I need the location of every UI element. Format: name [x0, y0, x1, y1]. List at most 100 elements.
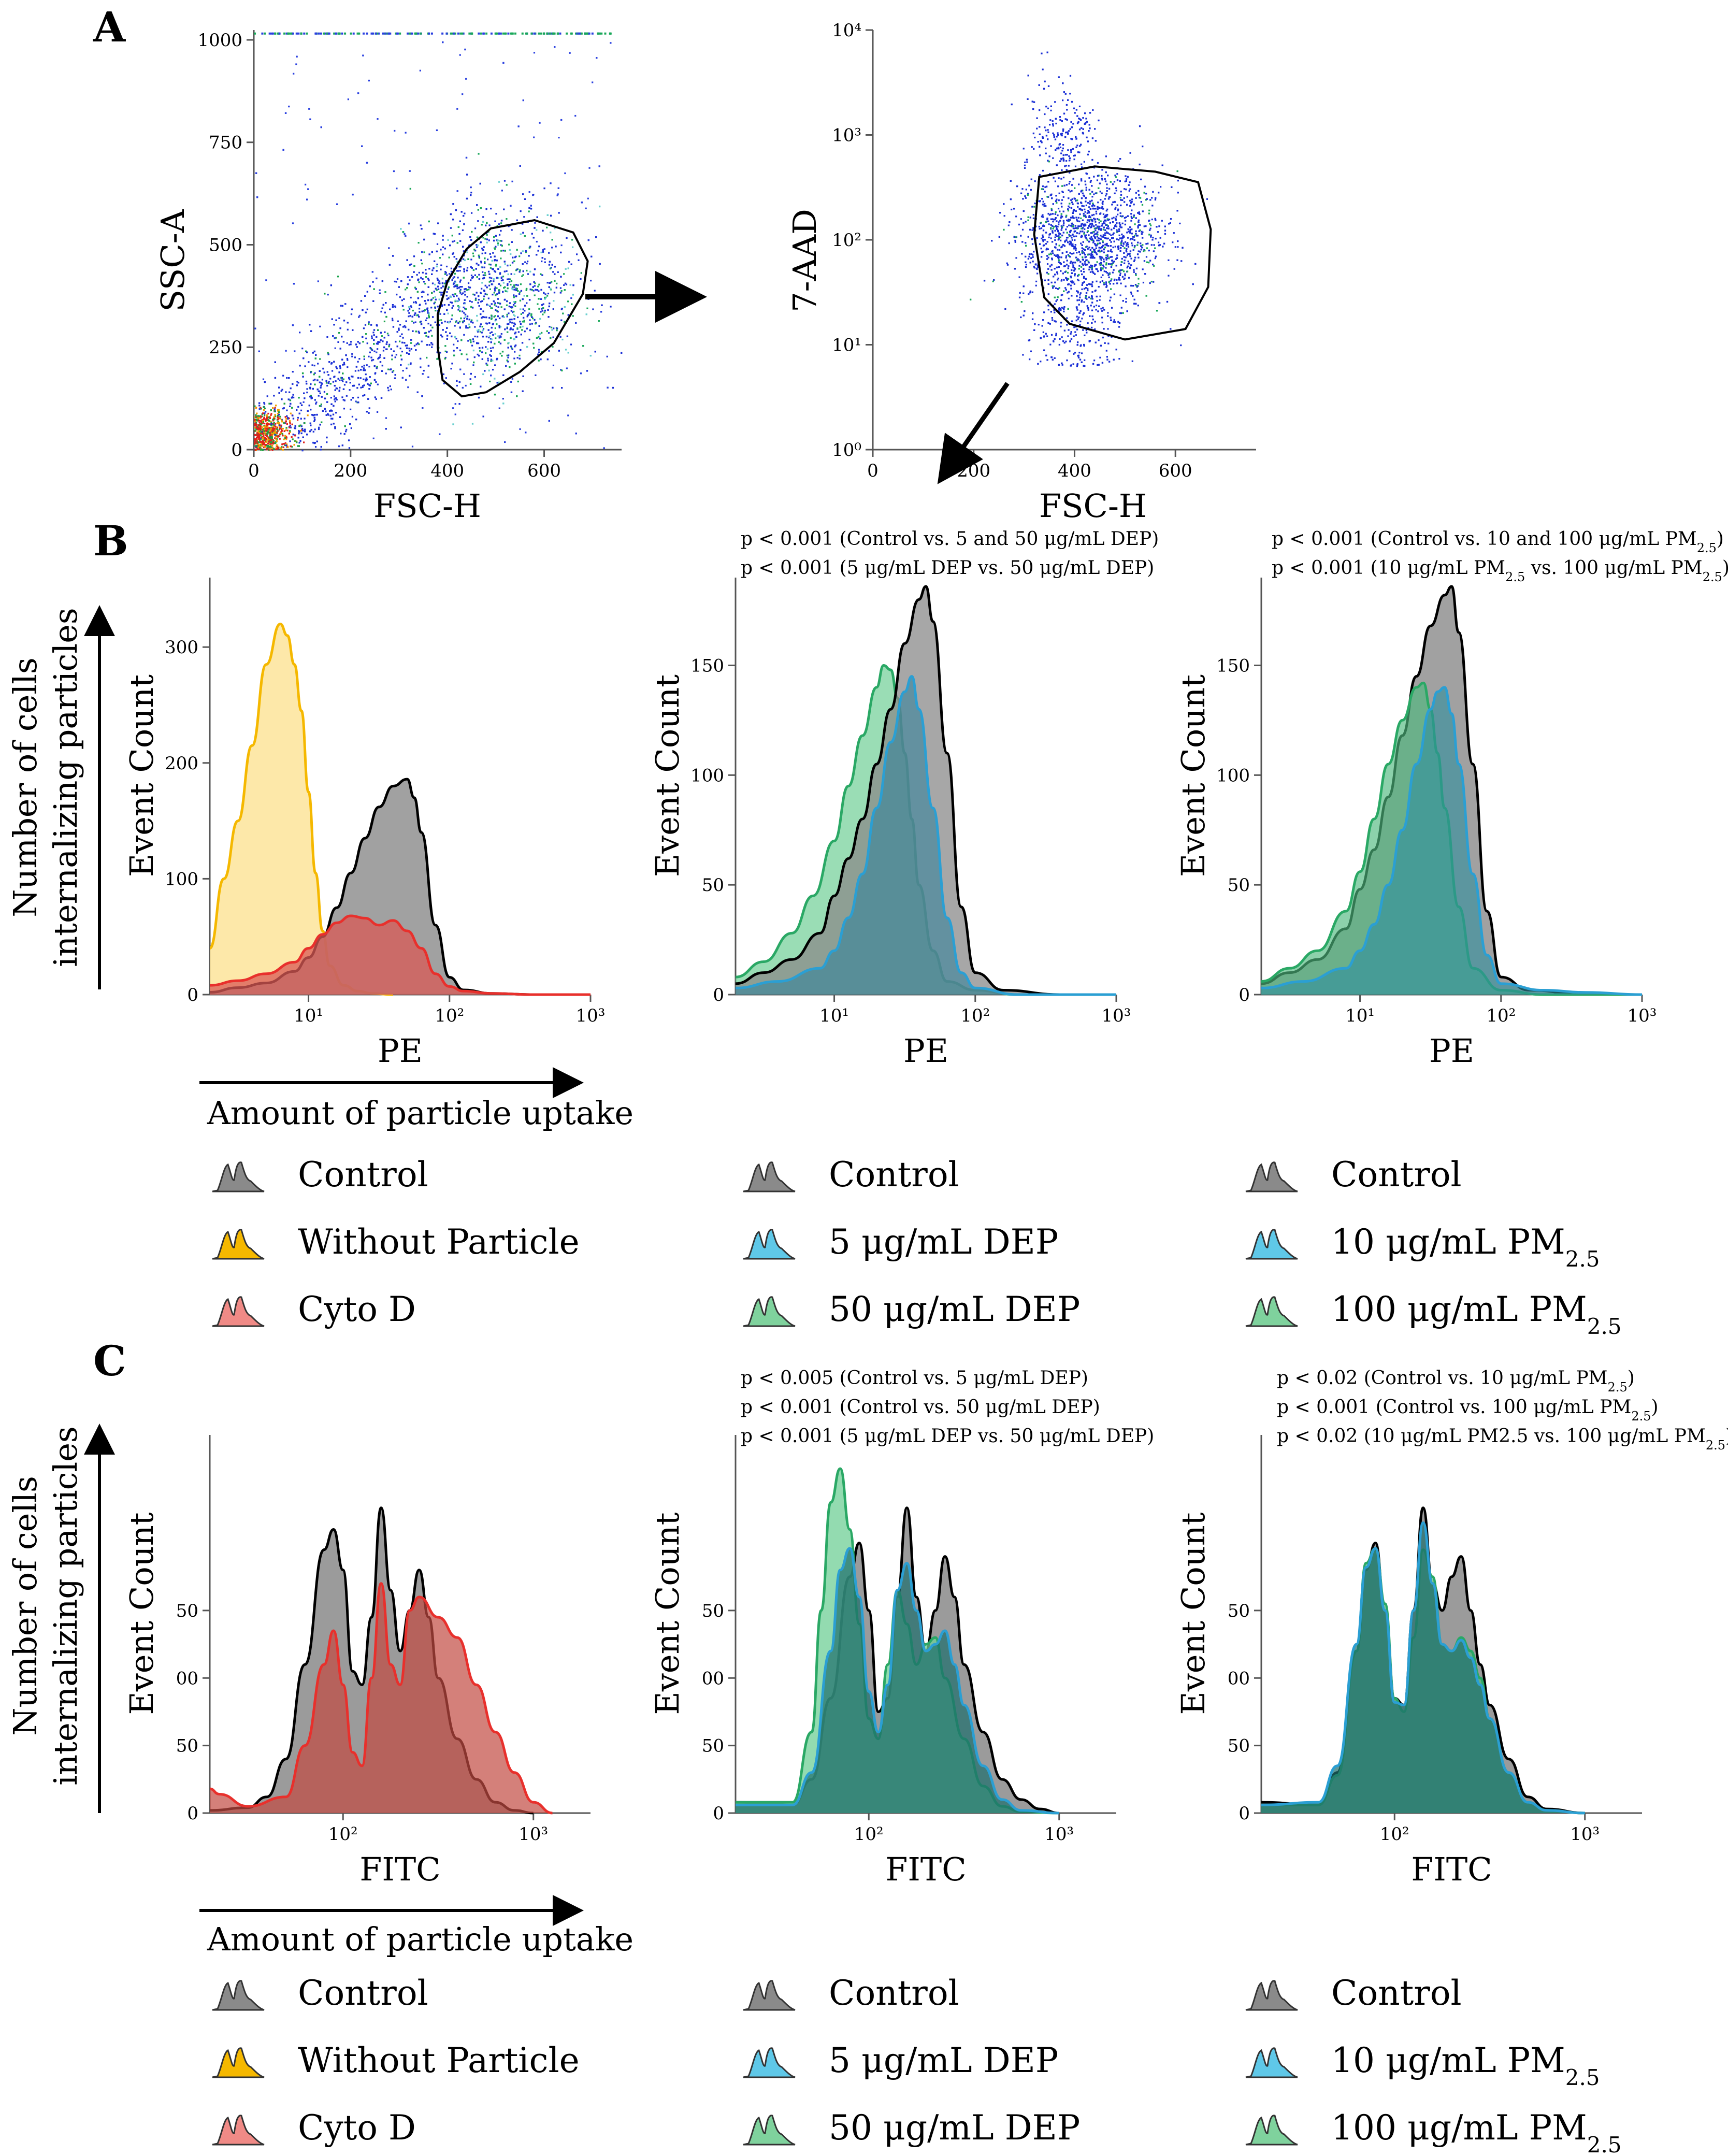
- scatter-point: [396, 345, 398, 348]
- scatter-point: [465, 384, 467, 387]
- scatter-point: [476, 204, 478, 206]
- scatter-point: [393, 170, 395, 173]
- scatter-point: [370, 356, 372, 358]
- scatter-point: [483, 274, 485, 277]
- scatter-point: [478, 153, 480, 155]
- scatter-point: [269, 417, 271, 419]
- scatter-point: [565, 349, 567, 351]
- scatter-point: [403, 298, 405, 300]
- scatter-point: [258, 416, 261, 419]
- scatter-point: [499, 335, 501, 337]
- scatter-point: [470, 372, 472, 375]
- scatter-point: [292, 414, 294, 416]
- scatter-point: [262, 449, 264, 451]
- scatter-point: [431, 282, 434, 284]
- scatter-point: [343, 362, 345, 364]
- scatter-point: [472, 322, 474, 324]
- scatter-point: [314, 383, 316, 385]
- scatter-point: [400, 280, 402, 282]
- scatter-point: [278, 392, 280, 394]
- scatter-point: [285, 420, 287, 422]
- scatter-point: [392, 326, 395, 328]
- scatter-point: [541, 310, 543, 312]
- scatter-point: [324, 397, 326, 399]
- scatter-point: [420, 277, 422, 279]
- scatter-point: [380, 397, 383, 399]
- scatter-point: [392, 371, 394, 373]
- scatter-point: [282, 449, 284, 451]
- scatter-point: [399, 324, 401, 326]
- scatter-point: [312, 430, 314, 433]
- scatter-point: [507, 283, 509, 285]
- scatter-point: [264, 428, 266, 430]
- scatter-point: [484, 252, 486, 254]
- scatter-point: [494, 288, 496, 290]
- scatter-point: [285, 443, 288, 445]
- scatter-point: [373, 334, 375, 336]
- scatter-point: [330, 409, 332, 411]
- scatter-point: [391, 358, 393, 361]
- scatter-point: [449, 273, 451, 275]
- scatter-point: [413, 322, 415, 324]
- scatter-point: [442, 41, 444, 44]
- scatter-point: [496, 287, 498, 289]
- scatter-point: [470, 306, 472, 308]
- scatter-point: [473, 356, 476, 358]
- scatter-point: [257, 424, 260, 426]
- scatter-point: [517, 316, 519, 319]
- scatter-point: [513, 273, 515, 275]
- scatter-point: [442, 285, 444, 288]
- scatter-point: [472, 349, 475, 352]
- scatter-point: [521, 275, 523, 277]
- y-tick-label: 750: [209, 133, 242, 153]
- scatter-point: [260, 441, 262, 443]
- scatter-point: [447, 239, 449, 241]
- scatter-point: [260, 428, 263, 430]
- scatter-point: [286, 409, 288, 411]
- scatter-point: [506, 291, 509, 293]
- scatter-point: [396, 278, 399, 280]
- scatter-point: [499, 352, 501, 355]
- scatter-point: [487, 341, 489, 343]
- scatter-point: [289, 391, 291, 393]
- panel-letter-c: C: [93, 1336, 126, 1385]
- scatter-point: [263, 425, 265, 428]
- scatter-point: [263, 406, 265, 408]
- scatter-point: [499, 266, 501, 268]
- scatter-point: [363, 378, 365, 381]
- scatter-point: [492, 368, 494, 371]
- scatter-point: [296, 419, 299, 421]
- scatter-point: [407, 310, 409, 312]
- scatter-point: [358, 314, 361, 317]
- scatter-point: [459, 266, 462, 268]
- scatter-point: [391, 318, 394, 320]
- scatter-point: [402, 326, 405, 328]
- scatter-point: [414, 312, 416, 314]
- scatter-point: [521, 329, 523, 331]
- scatter-point: [491, 277, 493, 279]
- scatter-point: [524, 310, 526, 312]
- scatter-point: [288, 417, 290, 420]
- scatter-point: [255, 434, 257, 436]
- scatter-point: [292, 418, 295, 420]
- scatter-point: [298, 396, 300, 399]
- scatter-point: [377, 383, 379, 385]
- scatter-point: [494, 259, 496, 261]
- scatter-point: [411, 320, 413, 323]
- scatter-point: [442, 246, 444, 248]
- scatter-point: [557, 193, 559, 195]
- scatter-point: [347, 98, 349, 100]
- scatter-point: [453, 343, 455, 346]
- scatter-point: [502, 291, 504, 293]
- scatter-point: [262, 433, 264, 435]
- scatter-point: [551, 326, 553, 328]
- scatter-point: [506, 354, 508, 356]
- scatter-point: [509, 319, 511, 321]
- scatter-point: [497, 335, 499, 337]
- scatter-point: [272, 407, 274, 409]
- scatter-point: [559, 287, 561, 289]
- scatter-point: [326, 436, 328, 439]
- scatter-point: [570, 297, 572, 299]
- scatter-point: [292, 324, 294, 326]
- scatter-point: [498, 234, 501, 236]
